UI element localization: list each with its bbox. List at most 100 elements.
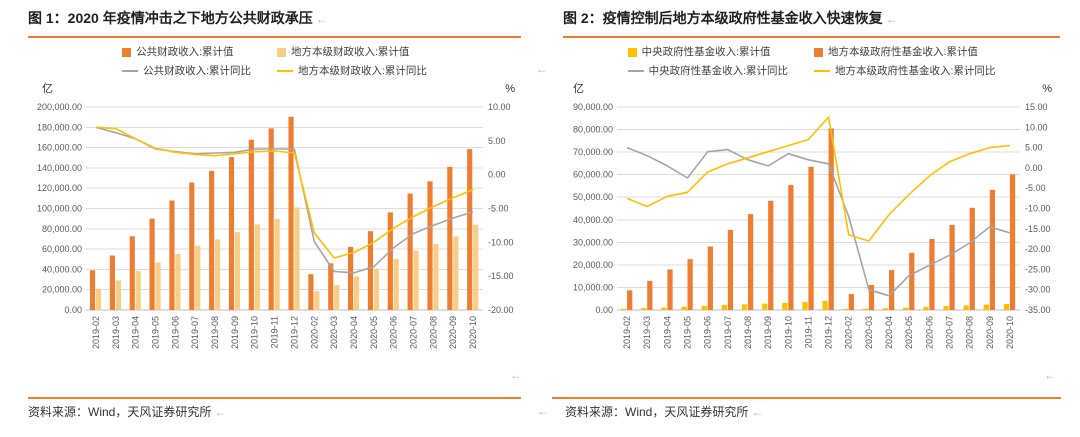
svg-text:120,000.00: 120,000.00 (37, 183, 82, 193)
figure2-title-text: 图 2：疫情控制后地方本级政府性基金收入快速恢复 (563, 10, 883, 26)
svg-text:2020-03: 2020-03 (329, 316, 339, 349)
y-axis-left-labels: 200,000.00 180,000.00 160,000.00 140,000.00… (37, 102, 82, 315)
svg-text:2020-08: 2020-08 (428, 316, 438, 349)
figure1-bottom-divider (28, 397, 521, 399)
svg-text:2019-02: 2019-02 (622, 316, 632, 349)
svg-text:2020-09: 2020-09 (985, 316, 995, 349)
svg-text:2019-05: 2019-05 (151, 316, 161, 349)
figure2-title: 图 2：疫情控制后地方本级政府性基金收入快速恢复 ← (563, 8, 1060, 29)
svg-text:2019-06: 2019-06 (703, 316, 713, 349)
figure1-legend: 公共财政收入:累计值 地方本级财政收入:累计值公共财政收入:累计同比 地方本级财政收… (28, 45, 521, 78)
figure2: 图 2：疫情控制后地方本级政府性基金收入快速恢复 ← 中央政府性基金收入:累计值地… (563, 8, 1060, 370)
svg-text:2019-04: 2019-04 (131, 316, 141, 349)
svg-text:20,000.00: 20,000.00 (573, 260, 613, 270)
svg-text:-10.00: -10.00 (1025, 204, 1051, 214)
svg-text:2019-06: 2019-06 (170, 316, 180, 349)
svg-text:15.00: 15.00 (1025, 102, 1048, 112)
legend-label: 中央政府性基金收入:累计同比 (648, 65, 788, 77)
svg-text:100,000.00: 100,000.00 (37, 204, 82, 214)
svg-text:2019-10: 2019-10 (783, 316, 793, 349)
figure1-title: 图 1：2020 年疫情冲击之下地方公共财政承压 ← (28, 8, 521, 29)
line-legend-swatch-icon (122, 69, 139, 73)
y-axis-right-labels: 10.00 5.00 0.00 -5.00 -10.00 -15.00 -20.00 (488, 102, 514, 315)
svg-text:2019-04: 2019-04 (662, 316, 672, 349)
line-legend-swatch-icon (627, 69, 644, 73)
bar-series-1 (627, 128, 1016, 310)
line-legend-swatch-icon (814, 69, 830, 73)
legend-label: 地方本级政府性基金收入:累计同比 (835, 65, 996, 77)
figure1-top-divider (28, 36, 521, 38)
svg-text:80,000.00: 80,000.00 (42, 224, 82, 234)
svg-text:2019-05: 2019-05 (683, 316, 693, 349)
left-axis-unit: 亿 (42, 82, 53, 95)
figure2-source-text: 资料来源：Wind，天风证券研究所 (565, 405, 749, 419)
svg-text:2019-07: 2019-07 (723, 316, 733, 349)
svg-text:2019-08: 2019-08 (743, 316, 753, 349)
figure2-legend: 中央政府性基金收入:累计值 地方本级政府性基金收入:累计值中央政府性基金收入:累计… (563, 45, 1060, 78)
right-axis-unit: % (1042, 83, 1052, 95)
svg-text:2020-07: 2020-07 (409, 316, 419, 349)
left-axis-unit: 亿 (573, 82, 584, 95)
legend-label: 公共财政收入:累计同比 (143, 65, 251, 77)
svg-text:-30.00: -30.00 (1025, 285, 1051, 295)
svg-text:2019-07: 2019-07 (190, 316, 200, 349)
svg-text:60,000.00: 60,000.00 (42, 244, 82, 254)
svg-text:0.00: 0.00 (1025, 163, 1043, 173)
svg-text:70,000.00: 70,000.00 (573, 147, 613, 157)
bar-legend-swatch-icon (122, 47, 132, 57)
legend-item: 中央政府性基金收入:累计值 (627, 45, 788, 59)
svg-text:160,000.00: 160,000.00 (37, 143, 82, 153)
legend-item: 地方本级财政收入:累计值 (277, 45, 427, 59)
y-axis-left-labels: 90,000.00 80,000.00 70,000.00 60,000.00 50,0… (573, 102, 613, 315)
svg-text:30,000.00: 30,000.00 (573, 237, 613, 247)
line-legend-swatch-icon (277, 69, 293, 73)
svg-text:60,000.00: 60,000.00 (573, 170, 613, 180)
svg-text:2020-02: 2020-02 (844, 316, 854, 349)
bar-series-0 (89, 116, 473, 310)
svg-text:-25.00: -25.00 (1025, 264, 1051, 274)
legend-label: 地方本级财政收入:累计值 (291, 46, 410, 58)
svg-text:2020-03: 2020-03 (864, 316, 874, 349)
svg-text:40,000.00: 40,000.00 (573, 215, 613, 225)
figure1-source-text: 资料来源：Wind，天风证券研究所 (28, 405, 212, 419)
svg-text:2019-03: 2019-03 (642, 316, 652, 349)
svg-text:2020-07: 2020-07 (945, 316, 955, 349)
svg-text:-10.00: -10.00 (488, 237, 514, 247)
bar-legend-swatch-icon (277, 47, 286, 57)
svg-text:2020-08: 2020-08 (965, 316, 975, 349)
svg-text:180,000.00: 180,000.00 (37, 122, 82, 132)
paragraph-mark: ← (885, 12, 898, 26)
svg-text:2020-05: 2020-05 (904, 316, 914, 349)
paragraph-mark: ← (537, 404, 549, 418)
svg-text:2019-02: 2019-02 (91, 316, 101, 349)
svg-text:5.00: 5.00 (1025, 143, 1043, 153)
line-series-1 (95, 126, 474, 259)
svg-text:90,000.00: 90,000.00 (573, 102, 613, 112)
svg-text:140,000.00: 140,000.00 (37, 163, 82, 173)
svg-text:-15.00: -15.00 (1025, 224, 1051, 234)
svg-text:-20.00: -20.00 (488, 305, 514, 315)
legend-item: 地方本级政府性基金收入:累计值 (814, 45, 995, 59)
svg-text:2020-02: 2020-02 (309, 316, 319, 349)
legend-label: 地方本级政府性基金收入:累计值 (828, 46, 978, 58)
svg-text:2019-12: 2019-12 (289, 316, 299, 349)
svg-text:2019-12: 2019-12 (824, 316, 834, 349)
svg-text:2019-03: 2019-03 (111, 316, 121, 349)
svg-text:2019-09: 2019-09 (763, 316, 773, 349)
gridlines (86, 106, 483, 311)
svg-text:0.00: 0.00 (488, 170, 506, 180)
figure2-top-divider (563, 36, 1060, 38)
figure1: 图 1：2020 年疫情冲击之下地方公共财政承压 ← 公共财政收入:累计值地方本级… (28, 8, 521, 370)
legend-item: 地方本级政府性基金收入:累计同比 (814, 64, 995, 78)
svg-text:-5.00: -5.00 (488, 204, 509, 214)
legend-item: 地方本级财政收入:累计同比 (277, 64, 427, 78)
figure2-source: 资料来源：Wind，天风证券研究所 ← (565, 404, 763, 420)
bar-series-1 (95, 207, 479, 310)
svg-text:-5.00: -5.00 (1025, 183, 1046, 193)
legend-item: 公共财政收入:累计值 (122, 45, 251, 59)
line-series-0 (626, 146, 1011, 297)
svg-text:2020-10: 2020-10 (1005, 316, 1015, 349)
bar-legend-swatch-icon (627, 47, 637, 57)
svg-text:2020-09: 2020-09 (448, 316, 458, 349)
